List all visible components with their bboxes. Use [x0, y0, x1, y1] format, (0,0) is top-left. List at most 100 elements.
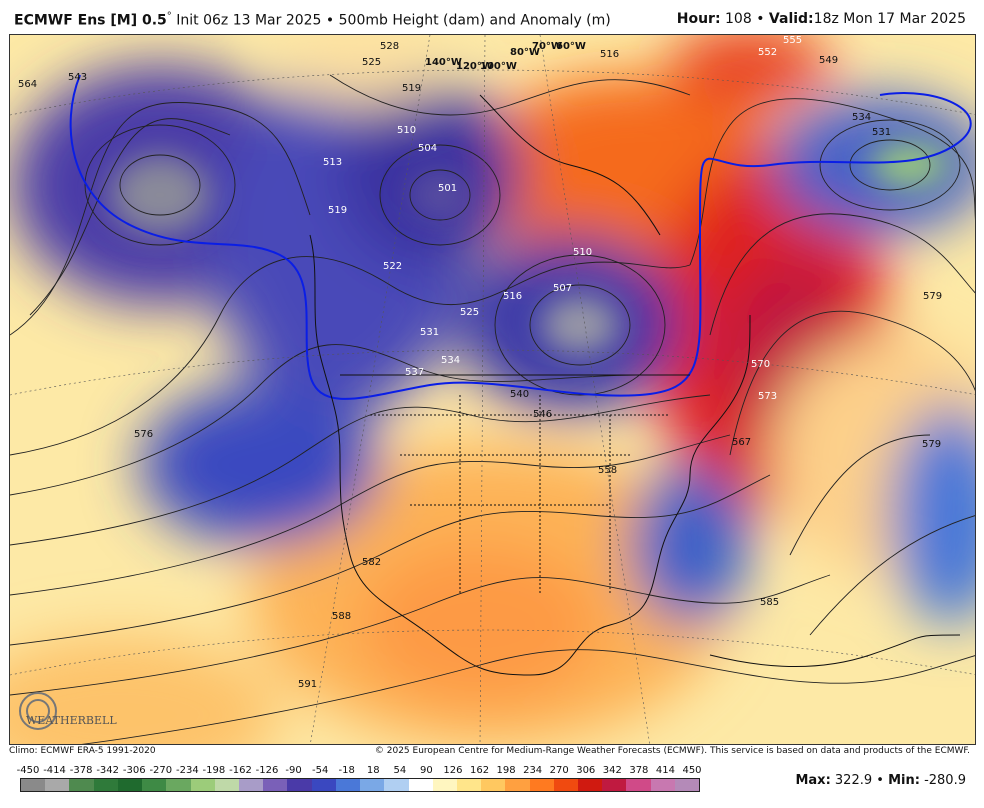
- scale-swatch: [360, 779, 385, 791]
- longitude-label: 100°W: [480, 61, 517, 72]
- scale-label: -234: [176, 765, 199, 776]
- scale-swatch: [553, 779, 579, 791]
- scale-swatch: [432, 779, 457, 791]
- longitude-label-layer: 140°W 120°W 100°W 80°W 70°W 60°W: [425, 41, 586, 72]
- scale-swatch: [481, 779, 506, 791]
- scale-label: 54: [393, 765, 407, 776]
- contour-label: 573: [758, 391, 777, 402]
- bullet-2: •: [756, 11, 765, 27]
- longitude-label: 80°W: [510, 47, 540, 58]
- scale-swatch: [578, 779, 603, 791]
- max-label: Max:: [795, 773, 831, 788]
- contour-label: 516: [503, 291, 522, 302]
- scale-bar: [20, 778, 700, 792]
- longitude-label: 60°W: [556, 41, 586, 52]
- max-value: 322.9: [834, 773, 873, 788]
- scale-swatch: [650, 779, 675, 791]
- longitude-label: 140°W: [425, 57, 462, 68]
- scale-label: 198: [496, 765, 516, 776]
- contour-label: 513: [323, 157, 342, 168]
- scale-label: -342: [96, 765, 120, 776]
- contour-label: 564: [18, 79, 37, 90]
- contour-label: 540: [510, 389, 529, 400]
- maxmin-sep: •: [876, 773, 884, 788]
- scale-swatch: [214, 779, 239, 791]
- scale-label: -54: [311, 765, 329, 776]
- scale-label: -450: [16, 765, 40, 776]
- scale-swatch: [456, 779, 482, 791]
- contour-label: 507: [553, 283, 572, 294]
- scale-labels: -450 -414 -378 -342 -306 -270 -234 -198 -162 -126…: [16, 765, 702, 777]
- hour-value: 108: [725, 11, 752, 27]
- contour-label: 585: [760, 597, 779, 608]
- scale-label: -18: [338, 765, 355, 776]
- valid-label: Valid:: [768, 11, 814, 27]
- scale-swatch: [335, 779, 361, 791]
- contour-label: 522: [383, 261, 402, 272]
- scale-label: 450: [682, 765, 702, 776]
- contour-label: 558: [598, 465, 617, 476]
- contour-label: 591: [298, 679, 317, 690]
- scale-swatch: [287, 779, 312, 791]
- contour-label: 579: [923, 291, 942, 302]
- weather-map[interactable]: 564 543 528 525 519 516 510 504 501 513 …: [9, 34, 976, 745]
- contour-label: 546: [533, 409, 552, 420]
- scale-label: 378: [629, 765, 649, 776]
- scale-swatch: [117, 779, 143, 791]
- scale-label: 162: [469, 765, 490, 776]
- scale-label: -378: [69, 765, 93, 776]
- contour-label: 525: [362, 57, 381, 68]
- scale-label: -414: [43, 765, 66, 776]
- scale-label: 342: [602, 765, 622, 776]
- contour-label: 531: [872, 127, 891, 138]
- scale-swatch: [529, 779, 554, 791]
- contour-label: 501: [438, 183, 457, 194]
- hour-label: Hour:: [676, 11, 721, 27]
- scale-label: 234: [523, 765, 543, 776]
- graticule: [10, 35, 975, 744]
- contour-label: 534: [441, 355, 460, 366]
- scale-label: 306: [576, 765, 596, 776]
- scale-swatch: [238, 779, 264, 791]
- max-min-readout: Max: 322.9 • Min: -280.9: [795, 773, 966, 788]
- scale-swatch: [93, 779, 118, 791]
- valid-info: Hour: 108 • Valid:18z Mon 17 Mar 2025: [677, 11, 966, 27]
- contour-label: 531: [420, 327, 439, 338]
- scale-label: -162: [229, 765, 252, 776]
- contour-label: 537: [405, 367, 424, 378]
- longitude-label: 70°W: [532, 41, 562, 52]
- contour-label: 552: [758, 47, 777, 58]
- contour-label: 525: [460, 307, 479, 318]
- contour-label: 588: [332, 611, 351, 622]
- contour-label: 510: [397, 125, 416, 136]
- chart-title: ECMWF Ens [M] 0.5° Init 06z 13 Mar 2025 …: [14, 11, 611, 29]
- scale-label: 18: [366, 765, 380, 776]
- scale-label: -90: [285, 765, 302, 776]
- scale-label: -126: [255, 765, 279, 776]
- contour-label: 567: [732, 437, 751, 448]
- scale-swatch: [69, 779, 94, 791]
- scale-swatch: [263, 779, 288, 791]
- contour-label: 570: [751, 359, 770, 370]
- contour-label: 534: [852, 112, 871, 123]
- scale-swatch: [166, 779, 191, 791]
- contour-label: 510: [573, 247, 592, 258]
- copyright-note: © 2025 European Centre for Medium-Range …: [374, 746, 970, 756]
- coastlines-borders: [309, 94, 961, 676]
- climo-note: Climo: ECMWF ERA-5 1991-2020: [9, 746, 156, 756]
- scale-swatch: [602, 779, 627, 791]
- valid-value: 18z Mon 17 Mar 2025: [813, 11, 966, 27]
- scale-swatch: [674, 779, 700, 791]
- logo-text: WEATHERBELL: [26, 714, 117, 727]
- contour-label: 549: [819, 55, 838, 66]
- scale-label: 126: [443, 765, 463, 776]
- scale-swatch: [45, 779, 70, 791]
- contour-label: 519: [328, 205, 347, 216]
- scale-swatch: [505, 779, 530, 791]
- min-label: Min:: [888, 773, 920, 788]
- reference-contour: [69, 74, 972, 400]
- scale-swatch: [626, 779, 651, 791]
- bullet-1: •: [325, 12, 335, 29]
- scale-label: 270: [549, 765, 569, 776]
- scale-label: -306: [122, 765, 146, 776]
